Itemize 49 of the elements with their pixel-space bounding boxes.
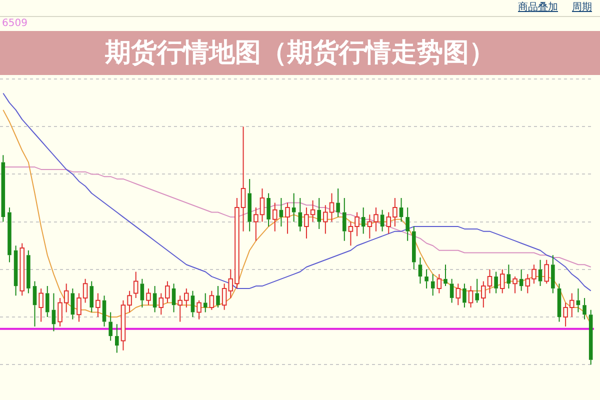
candlestick xyxy=(14,245,18,296)
candlestick xyxy=(582,297,586,320)
candlestick xyxy=(70,288,75,320)
candlestick xyxy=(399,198,404,222)
candlestick xyxy=(462,283,466,308)
candlestick xyxy=(140,278,144,308)
candlestick xyxy=(298,198,302,232)
candlestick xyxy=(424,268,428,289)
candlestick xyxy=(32,280,37,328)
candlestick xyxy=(444,264,448,287)
candlestick xyxy=(430,274,435,296)
candlestick xyxy=(494,271,498,294)
candlestick xyxy=(380,209,384,232)
candlestick xyxy=(52,292,56,332)
candlestick xyxy=(551,254,555,294)
candlestick xyxy=(248,178,252,232)
candlestick xyxy=(588,309,593,366)
candlestick xyxy=(342,198,346,242)
candlestick xyxy=(90,280,94,313)
candlestick xyxy=(26,250,30,294)
candlestick xyxy=(406,207,410,242)
candlestick xyxy=(102,295,106,328)
candlestick xyxy=(8,207,12,263)
candlestick xyxy=(108,312,112,342)
candlestick xyxy=(172,283,176,313)
candlestick xyxy=(203,292,208,313)
candlestick xyxy=(336,188,340,218)
candlestick xyxy=(475,278,479,304)
candlestick xyxy=(361,207,366,234)
candlestick xyxy=(412,226,416,270)
candlestick xyxy=(538,259,542,287)
text: 6509 xyxy=(1,17,28,31)
text: 周期 xyxy=(572,0,592,15)
text: 商品叠加 xyxy=(518,0,558,15)
candlestick xyxy=(279,198,284,228)
candlestick xyxy=(46,286,50,318)
candlestick xyxy=(190,290,195,318)
candlestick xyxy=(292,192,296,222)
candlestick xyxy=(317,198,322,230)
candlestick xyxy=(557,283,562,322)
candlestick xyxy=(519,268,524,292)
candlestick xyxy=(506,264,511,289)
candlestick xyxy=(216,286,220,308)
candlestick xyxy=(115,324,119,354)
chart-title: 期货行情地图（期货行情走势图） xyxy=(0,31,600,75)
candlestick xyxy=(266,192,270,228)
candlestick xyxy=(418,257,422,284)
candlestick xyxy=(152,286,157,313)
candlestick xyxy=(450,278,454,304)
